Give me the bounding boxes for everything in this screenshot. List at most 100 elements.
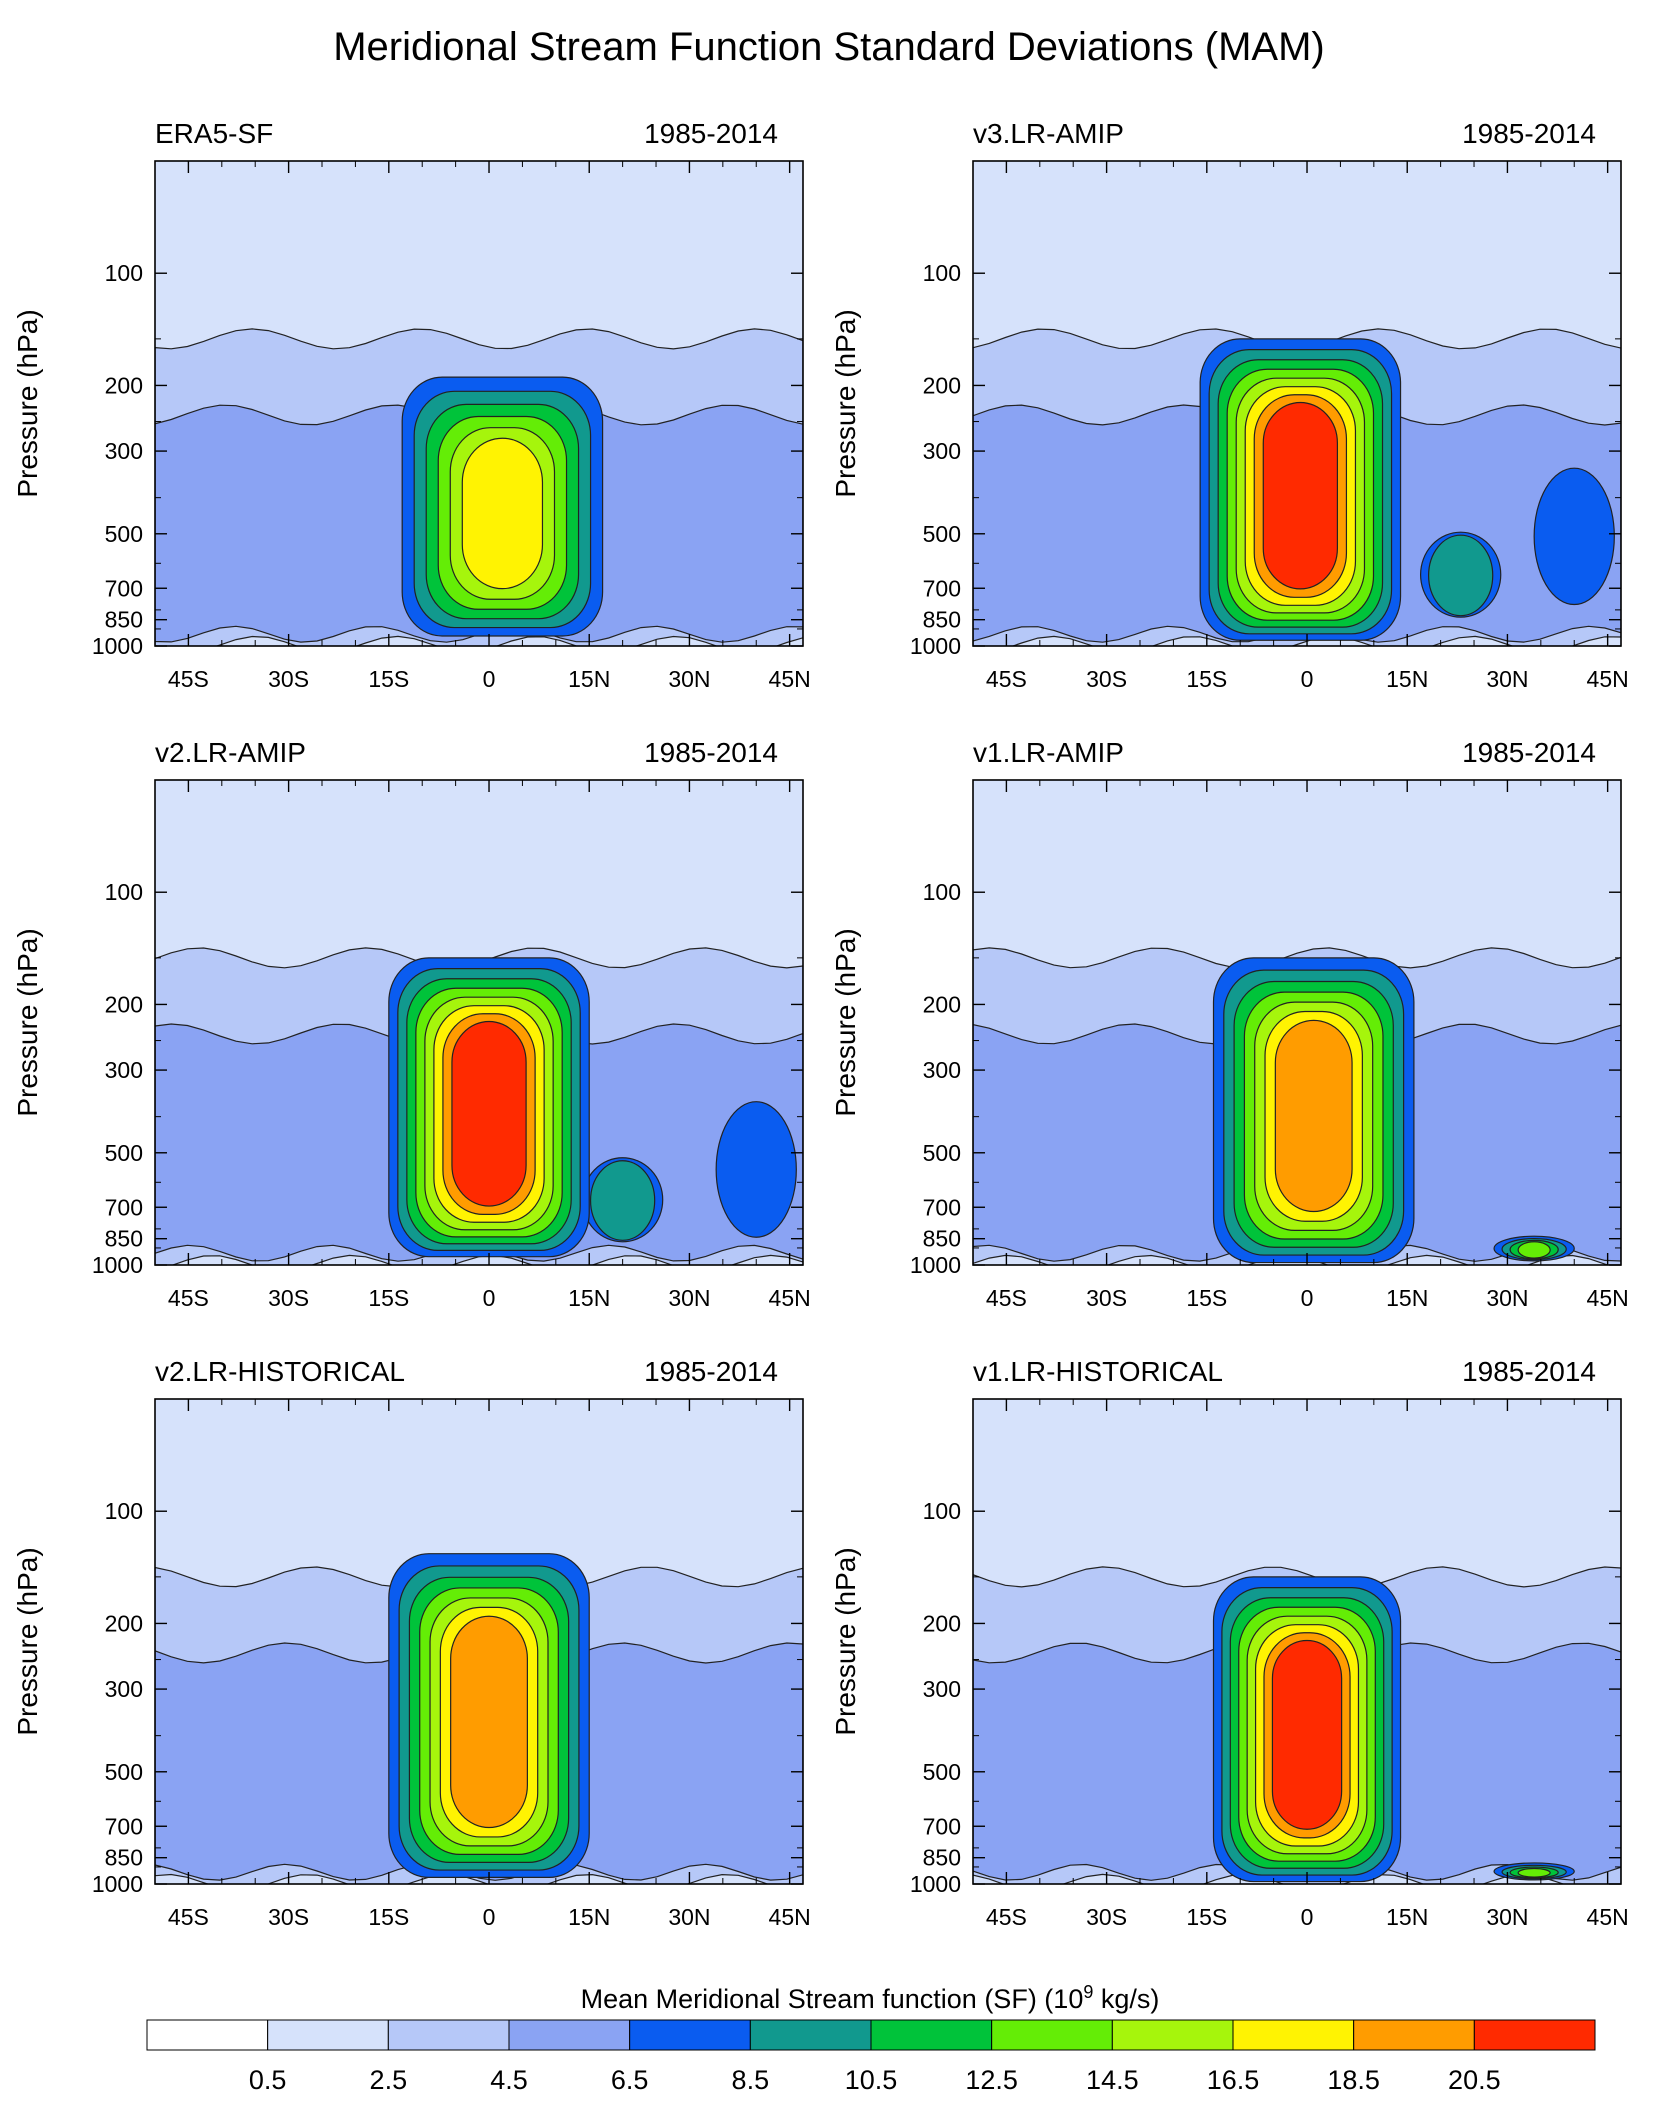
panel-period: 1985-2014	[1462, 118, 1596, 149]
y-axis-label: Pressure (hPa)	[12, 1547, 43, 1735]
colorbar: 0.5 2.5 4.5 6.5 8.5 10.5 12.5 14.5 16.5 18.5 20.5 M…	[146, 1982, 1596, 2095]
panel-period: 1985-2014	[644, 737, 778, 768]
colorbar-tick-label: 20.5	[1448, 2065, 1501, 2095]
colorbar-tick-label: 8.5	[732, 2065, 770, 2095]
x-tick-label: 30S	[1086, 1904, 1127, 1930]
colorbar-tick-label: 16.5	[1207, 2065, 1260, 2095]
x-tick-label: 45S	[168, 1904, 209, 1930]
y-tick-label: 1000	[92, 1871, 143, 1897]
y-tick-label: 200	[923, 372, 961, 398]
contour-field	[973, 161, 1621, 646]
colorbar-swatch	[629, 2019, 751, 2051]
plot-frame	[972, 160, 1622, 647]
contour-field	[155, 780, 803, 1265]
x-tick-label: 45N	[769, 666, 811, 692]
x-tick-label: 45N	[1587, 1904, 1629, 1930]
contour-field	[155, 161, 803, 646]
panel-title: v1.LR-HISTORICAL	[973, 1356, 1223, 1387]
colorbar-tick-label: 4.5	[490, 2065, 528, 2095]
x-tick-label: 30N	[668, 666, 710, 692]
y-tick-label: 500	[105, 521, 143, 547]
panel-period: 1985-2014	[1462, 737, 1596, 768]
panel-title: v2.LR-HISTORICAL	[155, 1356, 405, 1387]
colorbar-tick-label: 18.5	[1327, 2065, 1380, 2095]
y-axis-label: Pressure (hPa)	[12, 309, 43, 497]
y-tick-label: 850	[105, 1226, 143, 1252]
x-tick-label: 45S	[986, 1904, 1027, 1930]
x-tick-label: 0	[1301, 1904, 1314, 1930]
y-tick-label: 300	[923, 1057, 961, 1083]
colorbar-swatch	[1473, 2019, 1596, 2051]
x-tick-label: 30S	[1086, 666, 1127, 692]
core-contour	[461, 437, 544, 590]
y-tick-label: 200	[105, 372, 143, 398]
y-axis-label: Pressure (hPa)	[830, 309, 861, 497]
y-tick-label: 850	[923, 1845, 961, 1871]
colorbar-swatch	[267, 2019, 389, 2051]
colorbar-swatch	[1353, 2019, 1475, 2051]
colorbar-tick-label: 2.5	[370, 2065, 408, 2095]
x-tick-label: 15S	[368, 1285, 409, 1311]
y-tick-label: 500	[105, 1140, 143, 1166]
y-axis-label: Pressure (hPa)	[830, 928, 861, 1116]
x-tick-label: 15N	[568, 666, 610, 692]
y-tick-label: 1000	[92, 633, 143, 659]
y-tick-label: 300	[105, 1676, 143, 1702]
contour-field	[155, 1399, 803, 1884]
y-tick-label: 1000	[910, 633, 961, 659]
panel-title: v2.LR-AMIP	[155, 737, 306, 768]
y-tick-label: 700	[923, 575, 961, 601]
side-lobe-contour	[715, 1101, 797, 1238]
figure-title: Meridional Stream Function Standard Devi…	[333, 25, 1325, 69]
side-lobe-contour	[1533, 467, 1615, 606]
colorbar-swatch	[870, 2019, 993, 2051]
y-tick-label: 300	[105, 438, 143, 464]
x-tick-label: 30N	[1486, 666, 1528, 692]
y-tick-label: 100	[923, 260, 961, 286]
x-tick-label: 15S	[368, 666, 409, 692]
y-tick-label: 700	[105, 1813, 143, 1839]
y-axis-label: Pressure (hPa)	[12, 928, 43, 1116]
side-lobe-contour	[1517, 1241, 1551, 1259]
y-tick-label: 1000	[910, 1871, 961, 1897]
y-tick-label: 100	[105, 1498, 143, 1524]
x-tick-label: 15N	[1386, 1285, 1428, 1311]
x-tick-label: 45S	[168, 666, 209, 692]
plot-frame	[154, 779, 804, 1266]
colorbar-tick-label: 14.5	[1086, 2065, 1139, 2095]
colorbar-tick-label: 6.5	[611, 2065, 649, 2095]
x-tick-label: 15S	[1186, 1904, 1227, 1930]
x-tick-label: 30S	[268, 666, 309, 692]
panel-title: v3.LR-AMIP	[973, 118, 1124, 149]
colorbar-swatch	[991, 2019, 1113, 2051]
y-tick-label: 300	[923, 438, 961, 464]
x-tick-label: 15S	[1186, 666, 1227, 692]
x-tick-label: 15N	[1386, 1904, 1428, 1930]
y-tick-label: 100	[105, 260, 143, 286]
colorbar-swatch	[749, 2019, 872, 2051]
plot-frame	[154, 160, 804, 647]
colorbar-tick-label: 10.5	[845, 2065, 898, 2095]
y-tick-label: 1000	[92, 1252, 143, 1278]
x-tick-label: 15S	[1186, 1285, 1227, 1311]
x-tick-label: 0	[1301, 1285, 1314, 1311]
y-tick-label: 850	[923, 607, 961, 633]
plot-frame	[154, 1398, 804, 1885]
x-tick-label: 30S	[268, 1904, 309, 1930]
x-tick-label: 30N	[668, 1285, 710, 1311]
side-lobe-contour	[589, 1160, 656, 1241]
y-tick-label: 500	[923, 521, 961, 547]
y-tick-label: 300	[923, 1676, 961, 1702]
x-tick-label: 45N	[769, 1285, 811, 1311]
y-tick-label: 500	[923, 1759, 961, 1785]
x-tick-label: 30N	[1486, 1904, 1528, 1930]
x-tick-label: 30N	[1486, 1285, 1528, 1311]
x-tick-label: 45S	[986, 1285, 1027, 1311]
